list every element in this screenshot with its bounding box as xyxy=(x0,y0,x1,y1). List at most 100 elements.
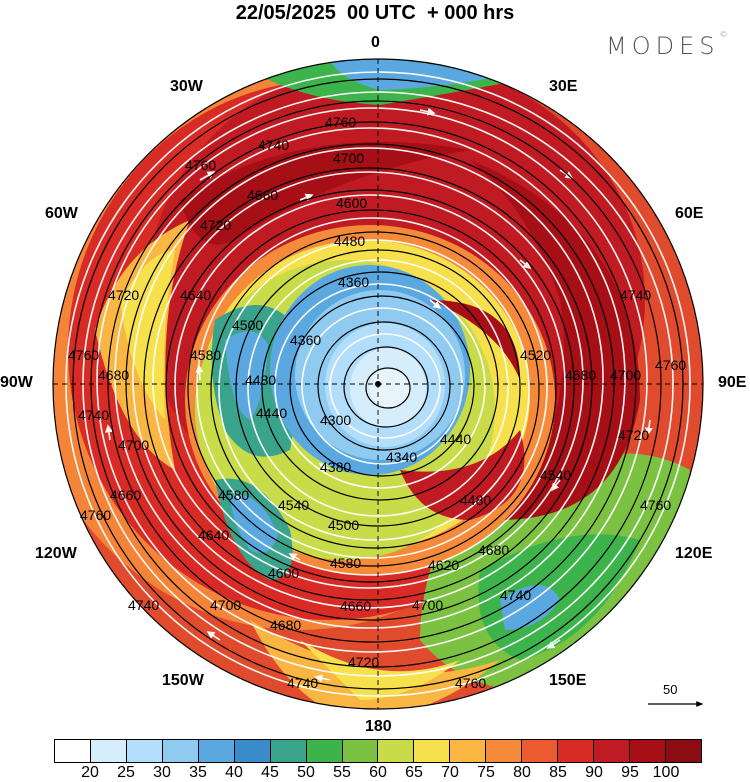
lon-label-90w: 90W xyxy=(0,374,33,391)
contour-label: 4760 xyxy=(455,675,486,691)
contour-label: 4680 xyxy=(565,367,596,383)
colorbar-tick-label: 80 xyxy=(513,764,531,781)
lon-label-120w: 120W xyxy=(35,545,77,562)
chart-title: 22/05/2025 00 UTC + 000 hrs xyxy=(235,2,515,24)
contour-label: 4740 xyxy=(287,675,318,691)
contour-label: 4580 xyxy=(218,487,249,503)
colorbar-swatch xyxy=(234,740,271,762)
colorbar-swatch xyxy=(522,740,559,762)
contour-label: 4540 xyxy=(278,497,309,513)
contour-label: 4700 xyxy=(118,437,149,453)
contour-label: 4600 xyxy=(268,565,299,581)
contour-label: 4440 xyxy=(440,431,471,447)
contour-label: 4720 xyxy=(618,427,649,443)
colorbar-swatch xyxy=(342,740,379,762)
colorbar-tick-label: 75 xyxy=(477,764,495,781)
colorbar-tick-label: 35 xyxy=(189,764,207,781)
contour-label: 4660 xyxy=(110,487,141,503)
lon-label-150w: 150W xyxy=(162,672,204,689)
colorbar-tick-label: 50 xyxy=(297,764,315,781)
lon-label-30w: 30W xyxy=(170,78,203,95)
colorbar xyxy=(54,739,702,763)
contour-label: 4300 xyxy=(320,412,351,428)
colorbar-swatch xyxy=(630,740,666,762)
colorbar-swatch xyxy=(558,740,595,762)
contour-label: 4480 xyxy=(334,233,365,249)
contour-label: 4640 xyxy=(180,287,211,303)
colorbar-tick-label: 65 xyxy=(405,764,423,781)
map-border xyxy=(52,58,704,710)
colorbar-swatch xyxy=(126,740,163,762)
colorbar-tick-label: 70 xyxy=(441,764,459,781)
contour-label: 4580 xyxy=(190,347,221,363)
contour-label: 4360 xyxy=(338,274,369,290)
contour-label: 4660 xyxy=(247,187,278,203)
polar-map: 4760 4700 4600 4480 4360 4440 4340 4380 … xyxy=(52,58,704,710)
contour-label: 4700 xyxy=(333,150,364,166)
contour-label: 4580 xyxy=(330,555,361,571)
colorbar-tick-label: 100 xyxy=(652,764,680,781)
colorbar-swatch xyxy=(414,740,451,762)
contour-label: 4360 xyxy=(290,332,321,348)
contour-label: 4760 xyxy=(325,114,356,130)
contour-label: 4680 xyxy=(270,617,301,633)
contour-label: 4760 xyxy=(80,507,111,523)
contour-label: 4660 xyxy=(340,598,371,614)
contour-label: 4760 xyxy=(655,357,686,373)
colorbar-swatch xyxy=(306,740,343,762)
contour-label: 4380 xyxy=(320,459,351,475)
contour-label: 4480 xyxy=(245,372,276,388)
contour-label: 4540 xyxy=(540,467,571,483)
colorbar-tick-label: 90 xyxy=(585,764,603,781)
colorbar-tick-label: 60 xyxy=(369,764,387,781)
pole-marker xyxy=(375,381,381,387)
colorbar-swatch xyxy=(198,740,235,762)
lon-label-150e: 150E xyxy=(549,672,587,689)
colorbar-swatch xyxy=(486,740,523,762)
contour-label: 4440 xyxy=(256,405,287,421)
colorbar-tick-label: 30 xyxy=(153,764,171,781)
colorbar-tick-label: 20 xyxy=(81,764,99,781)
lon-label-180: 180 xyxy=(365,718,392,735)
contour-label: 4740 xyxy=(128,597,159,613)
colorbar-swatch xyxy=(55,740,91,762)
contour-label: 4740 xyxy=(258,137,289,153)
contour-label: 4340 xyxy=(386,449,417,465)
colorbar-swatch xyxy=(270,740,307,762)
brand-logo: MODES© xyxy=(606,30,728,60)
colorbar-swatch xyxy=(378,740,415,762)
colorbar-tick-label: 25 xyxy=(117,764,135,781)
contour-label: 4620 xyxy=(428,557,459,573)
lon-label-90e: 90E xyxy=(718,374,747,391)
lon-label-60e: 60E xyxy=(675,205,704,222)
colorbar-swatch xyxy=(594,740,630,762)
contour-label: 4500 xyxy=(328,517,359,533)
contour-label: 4740 xyxy=(78,407,109,423)
colorbar-swatch xyxy=(450,740,487,762)
contour-label: 4720 xyxy=(200,217,231,233)
lon-label-30e: 30E xyxy=(549,78,578,95)
contour-label: 4760 xyxy=(68,347,99,363)
reference-vector-label: 50 xyxy=(663,682,678,697)
contour-label: 4640 xyxy=(198,527,229,543)
lon-label-60w: 60W xyxy=(45,205,78,222)
contour-label: 4700 xyxy=(210,597,241,613)
contour-label: 4500 xyxy=(232,317,263,333)
colorbar-swatch xyxy=(90,740,127,762)
colorbar-tick-label: 45 xyxy=(261,764,279,781)
contour-label: 4600 xyxy=(336,195,367,211)
lon-label-120e: 120E xyxy=(675,545,713,562)
colorbar-swatch xyxy=(162,740,199,762)
colorbar-tick-label: 85 xyxy=(549,764,567,781)
colorbar-tick-label: 95 xyxy=(621,764,639,781)
colorbar-tick-label: 55 xyxy=(333,764,351,781)
contour-label: 4520 xyxy=(520,347,551,363)
contour-label: 4680 xyxy=(478,542,509,558)
contour-label: 4700 xyxy=(610,367,641,383)
contour-label-group: 4760 4700 4600 4480 4360 4440 4340 4380 … xyxy=(68,114,686,691)
contour-label: 4720 xyxy=(108,287,139,303)
contour-label: 4480 xyxy=(460,492,491,508)
lon-label-0: 0 xyxy=(371,34,380,51)
colorbar-tick-label: 40 xyxy=(225,764,243,781)
contour-label: 4740 xyxy=(620,287,651,303)
